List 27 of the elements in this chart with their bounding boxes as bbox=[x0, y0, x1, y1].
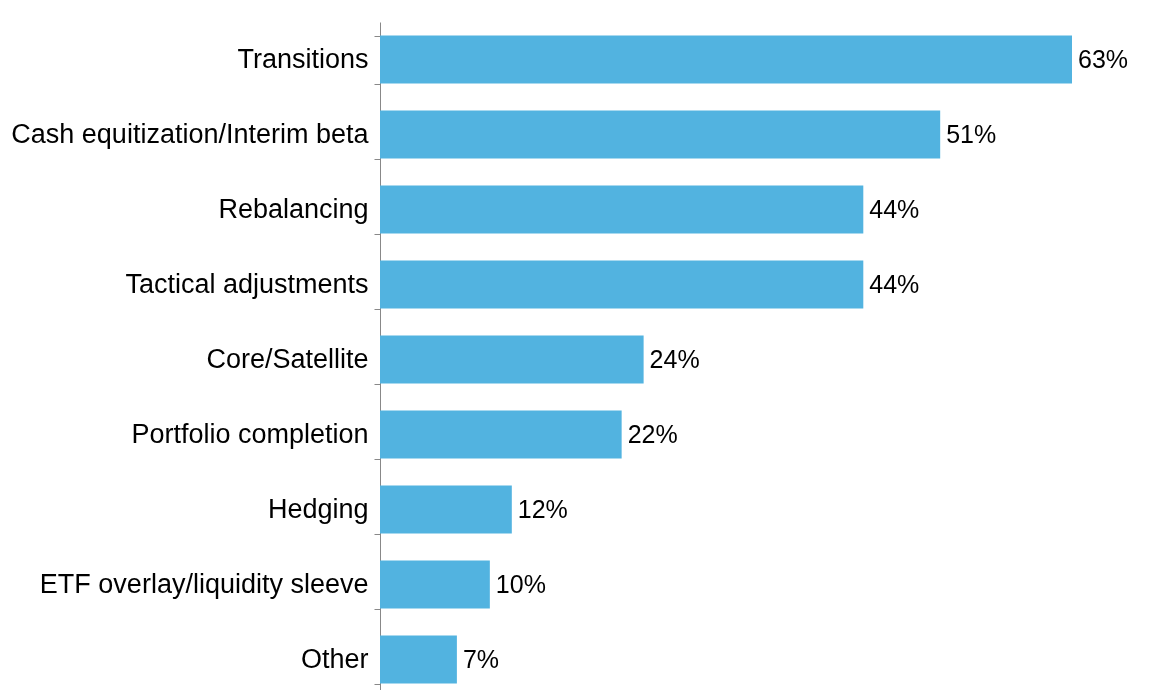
y-tick-label: Other bbox=[300, 644, 369, 674]
y-tick-label: Cash equitization/Interim beta bbox=[11, 119, 370, 149]
y-tick-label: ETF overlay/liquidity sleeve bbox=[39, 569, 369, 599]
bar bbox=[380, 635, 457, 684]
bar bbox=[380, 560, 490, 609]
data-label: 44% bbox=[869, 194, 920, 223]
y-tick-label: Tactical adjustments bbox=[125, 269, 369, 299]
data-label: 12% bbox=[517, 494, 568, 523]
bar bbox=[380, 110, 941, 159]
y-tick-label: Core/Satellite bbox=[206, 344, 369, 374]
data-label: 24% bbox=[649, 344, 700, 373]
data-label: 44% bbox=[869, 269, 920, 298]
y-tick-label: Hedging bbox=[267, 494, 369, 524]
y-tick-label: Transitions bbox=[237, 44, 369, 74]
y-tick-label: Rebalancing bbox=[218, 194, 369, 224]
bar bbox=[380, 485, 512, 534]
data-label: 51% bbox=[946, 119, 997, 148]
bar bbox=[380, 185, 864, 234]
bar bbox=[380, 260, 864, 309]
bar bbox=[380, 410, 622, 459]
y-tick-label: Portfolio completion bbox=[131, 419, 369, 449]
data-label: 10% bbox=[495, 569, 546, 598]
bar bbox=[380, 335, 644, 384]
data-label: 63% bbox=[1078, 44, 1129, 73]
bar bbox=[380, 35, 1072, 84]
data-label: 22% bbox=[627, 419, 678, 448]
data-label: 7% bbox=[462, 644, 500, 673]
